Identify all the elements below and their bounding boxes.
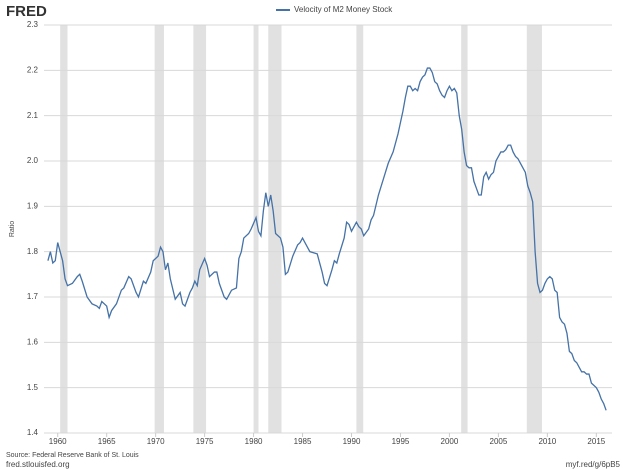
x-tick-label: 1970 — [147, 437, 165, 446]
x-tick-label: 1985 — [294, 437, 312, 446]
x-tick-label: 1995 — [392, 437, 410, 446]
logo: FRED — [6, 3, 47, 20]
y-axis-label: Ratio — [9, 221, 16, 237]
y-tick-label: 1.8 — [27, 247, 39, 256]
recession-band — [154, 25, 164, 433]
y-tick-label: 2.1 — [27, 111, 39, 120]
recession-band — [461, 25, 468, 433]
x-tick-label: 2005 — [490, 437, 508, 446]
legend-label: Velocity of M2 Money Stock — [294, 5, 393, 14]
y-tick-label: 1.7 — [27, 292, 39, 301]
y-tick-label: 1.4 — [27, 428, 39, 437]
recession-band — [193, 25, 207, 433]
x-tick-label: 2000 — [441, 437, 459, 446]
site: fred.stlouisfed.org — [6, 460, 70, 469]
x-tick-label: 1965 — [98, 437, 116, 446]
x-tick-label: 1960 — [49, 437, 67, 446]
y-tick-label: 2.2 — [27, 65, 39, 74]
recession-band — [60, 25, 68, 433]
y-tick-label: 1.5 — [27, 383, 39, 392]
x-tick-label: 1975 — [196, 437, 214, 446]
x-tick-label: 2015 — [587, 437, 605, 446]
recession-band — [253, 25, 259, 433]
y-tick-label: 2.3 — [27, 20, 39, 29]
x-tick-label: 1990 — [343, 437, 361, 446]
source: Source: Federal Reserve Bank of St. Loui… — [6, 452, 139, 459]
y-tick-label: 2.0 — [27, 156, 39, 165]
recession-band — [356, 25, 364, 433]
x-tick-label: 1980 — [245, 437, 263, 446]
x-tick-label: 2010 — [538, 437, 556, 446]
short-link: myf.red/g/6pB5 — [566, 460, 621, 469]
series-line — [47, 67, 607, 411]
y-tick-label: 1.9 — [27, 201, 39, 210]
y-tick-label: 1.6 — [27, 337, 39, 346]
